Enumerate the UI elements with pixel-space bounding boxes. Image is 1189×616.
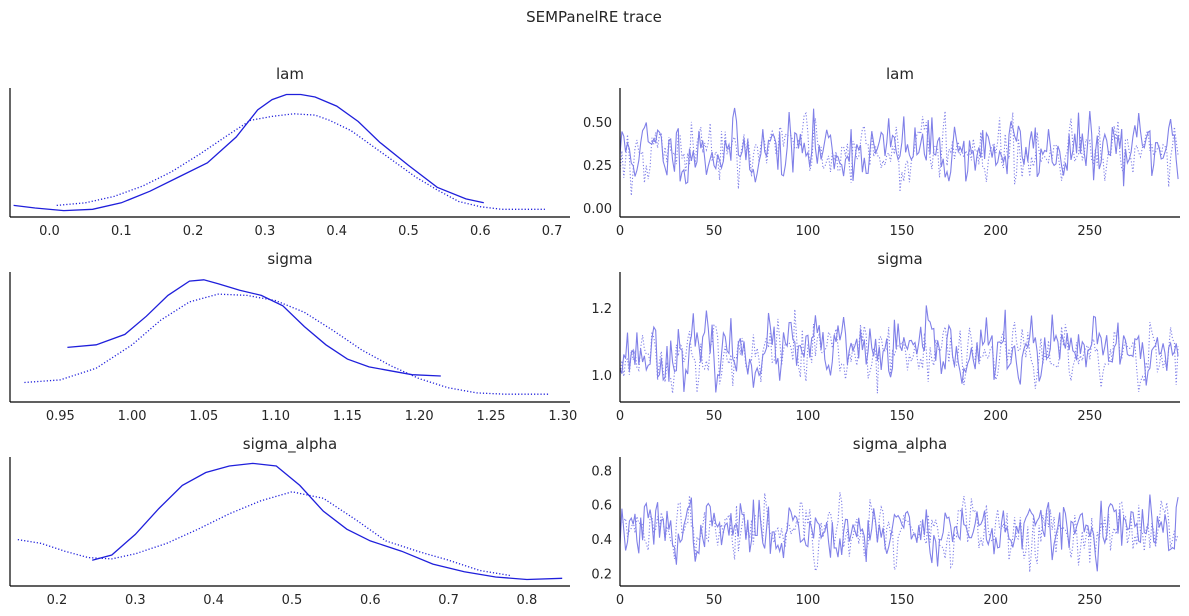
sigma-trace-xtick-label: 0 bbox=[616, 409, 624, 424]
lam-trace-ytick-label: 0.00 bbox=[583, 202, 612, 217]
lam-kde-chain-0-line bbox=[13, 93, 484, 212]
sigma-alpha-trace-ytick-label: 0.2 bbox=[591, 568, 612, 583]
lam-kde-xtick-label: 0.4 bbox=[326, 224, 347, 239]
sigma-alpha-trace-xtick-label: 100 bbox=[795, 593, 820, 608]
sigma-trace-ytick-label: 1.2 bbox=[591, 302, 612, 317]
sigma-alpha-trace-xtick-label: 150 bbox=[889, 593, 914, 608]
lam-kde-xtick-label: 0.7 bbox=[542, 224, 563, 239]
sigma-kde-xtick-label: 1.25 bbox=[477, 409, 506, 424]
lam-trace-ytick-label: 0.50 bbox=[583, 116, 612, 131]
sigma-alpha-kde-chain-1-line bbox=[17, 491, 512, 577]
figure-title: SEMPanelRE trace bbox=[526, 8, 662, 26]
sigma-kde-xtick-label: 1.00 bbox=[118, 409, 147, 424]
sigma-kde-xtick-label: 1.05 bbox=[189, 409, 218, 424]
sigma-alpha-trace-ytick-label: 0.8 bbox=[591, 464, 612, 479]
lam-trace-ytick-label: 0.25 bbox=[583, 159, 612, 174]
sigma-trace-xtick-label: 200 bbox=[983, 409, 1008, 424]
sigma-trace-title: sigma bbox=[877, 250, 922, 268]
sigma-trace-xtick-label: 150 bbox=[889, 409, 914, 424]
sigma-kde-xtick-label: 0.95 bbox=[46, 409, 75, 424]
lam-trace-title: lam bbox=[886, 65, 914, 83]
sigma-alpha-kde-xtick-label: 0.8 bbox=[517, 593, 538, 608]
sigma-alpha-trace-xtick-label: 250 bbox=[1077, 593, 1102, 608]
lam-trace-xtick-label: 150 bbox=[889, 224, 914, 239]
sigma-kde-xtick-label: 1.30 bbox=[548, 409, 577, 424]
sigma-alpha-kde-xtick-label: 0.4 bbox=[203, 593, 224, 608]
sigma-alpha-kde-xtick-label: 0.5 bbox=[282, 593, 303, 608]
lam-kde-chain-1-line bbox=[56, 113, 545, 210]
sigma-trace-xtick-label: 250 bbox=[1077, 409, 1102, 424]
sigma-trace-xtick-label: 50 bbox=[706, 409, 723, 424]
lam-kde-xtick-label: 0.0 bbox=[39, 224, 60, 239]
sigma-alpha-kde-xtick-label: 0.6 bbox=[360, 593, 381, 608]
lam-trace-xtick-label: 100 bbox=[795, 224, 820, 239]
sigma-trace-chain-1-line bbox=[619, 309, 1179, 394]
sigma-kde-xtick-label: 1.20 bbox=[405, 409, 434, 424]
sigma-trace-panel: sigma 0 50 100 150 200 250 1.0 1.2 bbox=[591, 250, 1180, 424]
lam-trace-xtick-label: 50 bbox=[706, 224, 723, 239]
lam-trace-xtick-label: 200 bbox=[983, 224, 1008, 239]
sigma-alpha-trace-ytick-label: 0.6 bbox=[591, 499, 612, 514]
lam-kde-xtick-label: 0.3 bbox=[255, 224, 276, 239]
lam-kde-xtick-label: 0.5 bbox=[398, 224, 419, 239]
lam-kde-title: lam bbox=[276, 65, 304, 83]
lam-trace-xtick-label: 0 bbox=[616, 224, 624, 239]
sigma-kde-title: sigma bbox=[267, 250, 312, 268]
sigma-alpha-trace-ytick-label: 0.4 bbox=[591, 533, 612, 548]
sigma-alpha-trace-xtick-label: 200 bbox=[983, 593, 1008, 608]
sigma-kde-panel: sigma 0.95 1.00 1.05 1.10 1.15 1.20 1.25 1.30 bbox=[9, 250, 577, 424]
lam-kde-xtick-label: 0.1 bbox=[111, 224, 132, 239]
sigma-alpha-trace-panel: sigma_alpha 0 50 100 150 200 250 0.2 0.4 0.6 0.8 bbox=[591, 435, 1180, 608]
sigma-alpha-kde-chain-0-line bbox=[92, 462, 563, 581]
sigma-trace-chain-0-line bbox=[619, 305, 1179, 393]
sigma-alpha-trace-xtick-label: 50 bbox=[706, 593, 723, 608]
sigma-alpha-kde-xtick-label: 0.2 bbox=[47, 593, 68, 608]
sigma-alpha-trace-chain-0-line bbox=[619, 494, 1179, 572]
sigma-alpha-trace-xtick-label: 0 bbox=[616, 593, 624, 608]
sigma-alpha-trace-title: sigma_alpha bbox=[853, 435, 947, 454]
sigma-alpha-trace-chain-1-line bbox=[619, 492, 1179, 573]
sigma-alpha-kde-title: sigma_alpha bbox=[243, 435, 337, 454]
lam-trace-panel: lam 0 50 100 150 200 250 0.00 0.25 0.50 bbox=[583, 65, 1180, 239]
lam-trace-xtick-label: 250 bbox=[1077, 224, 1102, 239]
sigma-kde-xtick-label: 1.10 bbox=[261, 409, 290, 424]
lam-kde-xtick-label: 0.6 bbox=[470, 224, 491, 239]
sigma-alpha-kde-panel: sigma_alpha 0.2 0.3 0.4 0.5 0.6 0.7 0.8 bbox=[9, 435, 570, 608]
sigma-kde-chain-1-line bbox=[24, 293, 549, 395]
sigma-kde-chain-0-line bbox=[67, 279, 441, 377]
sigma-trace-ytick-label: 1.0 bbox=[591, 369, 612, 384]
sigma-trace-xtick-label: 100 bbox=[795, 409, 820, 424]
lam-kde-xtick-label: 0.2 bbox=[183, 224, 204, 239]
sigma-kde-xtick-label: 1.15 bbox=[333, 409, 362, 424]
sigma-alpha-kde-xtick-label: 0.7 bbox=[438, 593, 459, 608]
sigma-alpha-kde-xtick-label: 0.3 bbox=[125, 593, 146, 608]
lam-kde-panel: lam 0.0 0.1 0.2 0.3 0.4 0.5 0.6 0.7 bbox=[9, 65, 570, 239]
lam-trace-chain-1-line bbox=[619, 111, 1179, 196]
